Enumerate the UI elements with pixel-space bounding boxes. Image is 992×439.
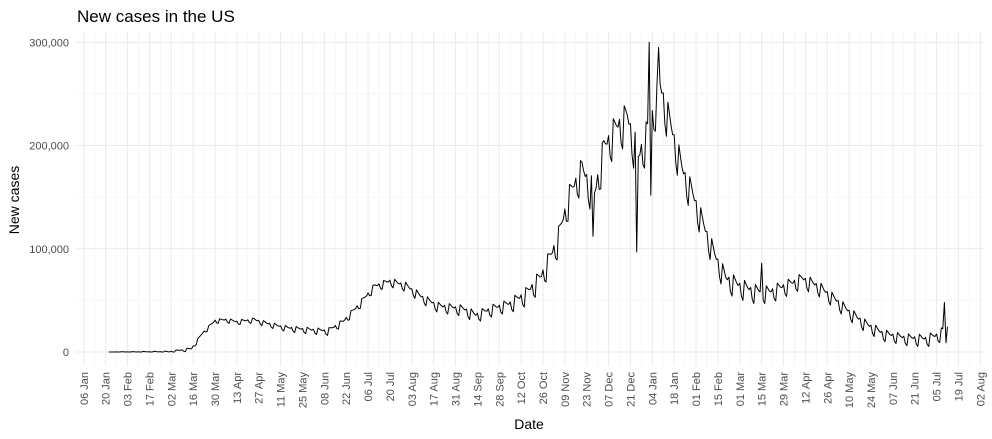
x-tick-label: 29 Mar (779, 372, 791, 407)
x-tick-label: 01 Mar (735, 372, 747, 407)
x-tick-label: 13 Apr (232, 372, 244, 404)
x-tick-label: 03 Feb (123, 372, 135, 406)
x-tick-label: 02 Mar (166, 372, 178, 407)
x-axis-ticks: 06 Jan 20 Jan 03 Feb 17 Feb 02 Mar 16 Mar 30 M… (79, 372, 988, 409)
x-tick-label: 20 Jul (385, 372, 397, 401)
x-tick-label: 04 Jan (647, 372, 659, 405)
grid-layer (76, 32, 985, 366)
x-tick-label: 26 Apr (822, 372, 834, 404)
x-tick-label: 09 Nov (560, 372, 572, 407)
x-tick-label: 05 Jul (932, 372, 944, 401)
x-tick-label: 30 Mar (210, 372, 222, 407)
x-tick-label: 21 Jun (910, 372, 922, 405)
x-tick-label: 01 Feb (691, 372, 703, 406)
x-tick-label: 16 Mar (188, 372, 200, 407)
x-tick-label: 20 Jan (101, 372, 113, 405)
x-tick-label: 17 Feb (144, 372, 156, 406)
x-tick-label: 17 Aug (429, 372, 441, 406)
y-tick-label: 0 (63, 347, 69, 359)
x-tick-label: 06 Jul (363, 372, 375, 401)
x-tick-label: 12 Apr (800, 372, 812, 404)
x-tick-label: 28 Sep (494, 372, 506, 407)
x-tick-label: 27 Apr (254, 372, 266, 404)
x-tick-label: 31 Aug (451, 372, 463, 406)
x-tick-label: 12 Oct (516, 372, 528, 404)
y-tick-label: 200,000 (29, 141, 69, 153)
x-tick-label: 21 Dec (625, 372, 637, 407)
x-tick-label: 22 Jun (341, 372, 353, 405)
x-tick-label: 19 Jul (953, 372, 965, 401)
x-tick-label: 25 May (297, 372, 309, 409)
x-tick-label: 18 Jan (669, 372, 681, 405)
x-tick-label: 07 Jun (888, 372, 900, 405)
x-tick-label: 11 May (276, 372, 288, 408)
x-tick-label: 07 Dec (604, 372, 616, 407)
y-axis-title: New cases (6, 166, 22, 234)
y-tick-label: 300,000 (29, 37, 69, 49)
x-tick-label: 03 Aug (407, 372, 419, 406)
x-tick-label: 02 Aug (975, 372, 987, 406)
x-tick-label: 24 May (866, 372, 878, 409)
x-tick-label: 15 Mar (757, 372, 769, 407)
x-tick-label: 06 Jan (79, 372, 91, 405)
series-line (108, 41, 948, 353)
x-tick-label: 15 Feb (713, 372, 725, 406)
x-tick-label: 10 May (844, 372, 856, 409)
x-tick-label: 26 Oct (538, 372, 550, 404)
x-axis-title: Date (514, 416, 544, 432)
x-tick-label: 08 Jun (319, 372, 331, 405)
x-tick-label: 23 Nov (582, 372, 594, 407)
x-tick-label: 14 Sep (472, 372, 484, 407)
y-axis-ticks: 0 100,000 200,000 300,000 (29, 37, 69, 359)
chart-title: New cases in the US (77, 7, 235, 26)
y-tick-label: 100,000 (29, 244, 69, 256)
